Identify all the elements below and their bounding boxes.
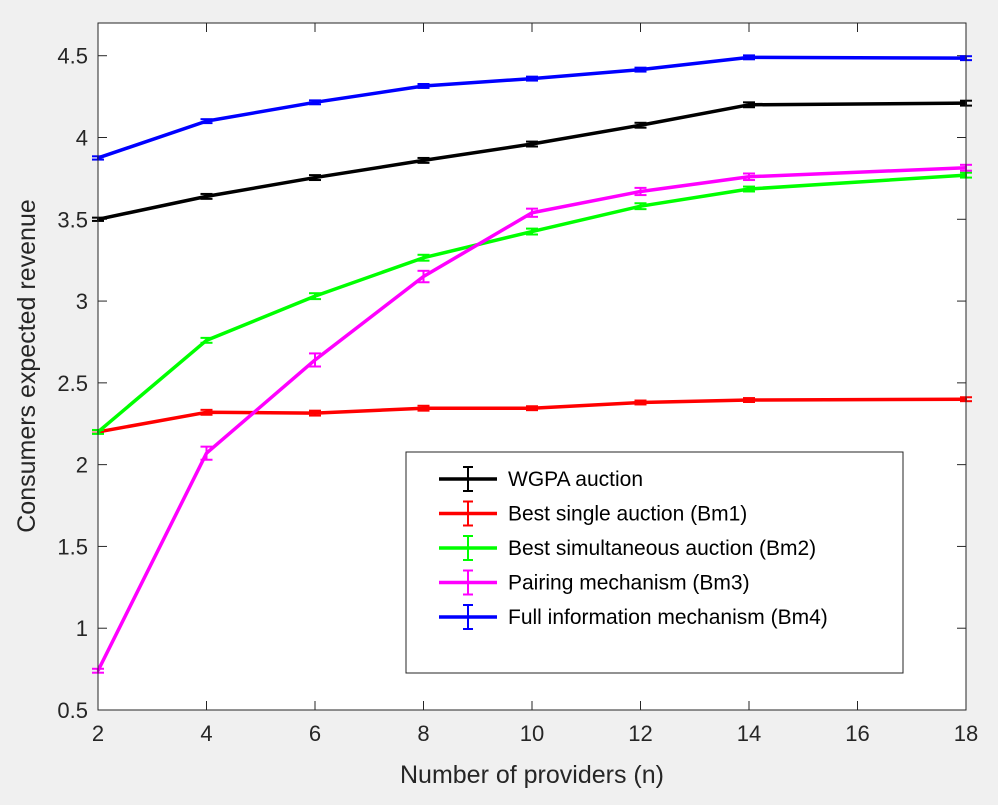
legend-item: Pairing mechanism (Bm3) (439, 569, 750, 596)
error-bar (526, 140, 538, 148)
series-line (96, 166, 967, 672)
error-bar (200, 336, 213, 344)
error-bar (417, 253, 430, 262)
legend-label: Pairing mechanism (Bm3) (508, 572, 750, 595)
error-bar (417, 404, 430, 412)
error-bar (743, 54, 755, 61)
error-bar (743, 397, 755, 403)
x-tick-label: 16 (845, 721, 869, 746)
x-tick-label: 2 (92, 721, 104, 746)
error-bar (743, 172, 755, 182)
error-bar (743, 185, 755, 193)
x-axis-label: Number of providers (n) (400, 761, 664, 789)
x-tick-label: 10 (520, 721, 544, 746)
error-bar (309, 174, 321, 182)
error-bar (309, 352, 321, 368)
y-tick-label: 2.5 (57, 371, 88, 396)
x-tick-label: 14 (737, 721, 761, 746)
legend-item: Best simultaneous auction (Bm2) (439, 535, 816, 561)
error-bar (634, 399, 647, 406)
error-bar (634, 186, 647, 197)
error-bar (417, 83, 430, 89)
x-tick-label: 4 (200, 721, 212, 746)
y-tick-label: 3.5 (57, 207, 88, 232)
x-tick-label: 12 (628, 721, 652, 746)
legend-item: WGPA auction (439, 466, 643, 492)
error-bar (200, 445, 213, 461)
error-bar (200, 408, 213, 416)
x-tick-label: 8 (417, 721, 429, 746)
series-line (97, 101, 967, 222)
y-tick-label: 3 (76, 289, 88, 314)
error-bar (417, 269, 430, 284)
legend-item: Best single auction (Bm1) (439, 500, 747, 527)
error-bar (634, 202, 647, 211)
x-tick-label: 18 (954, 721, 978, 746)
y-tick-label: 0.5 (57, 698, 88, 723)
error-bar (309, 292, 321, 301)
y-tick-label: 1 (76, 616, 88, 641)
y-tick-label: 1.5 (57, 534, 88, 559)
y-tick-label: 2 (76, 453, 88, 478)
legend-item: Full information mechanism (Bm4) (439, 604, 828, 630)
legend-label: Best single auction (Bm1) (508, 503, 747, 526)
error-bar (200, 118, 213, 125)
error-bar (200, 192, 213, 200)
plot-border (97, 22, 967, 711)
error-bar (526, 207, 538, 218)
legend-box (405, 451, 904, 674)
error-bar (417, 156, 430, 164)
series-line (97, 397, 967, 434)
legend-label: Best simultaneous auction (Bm2) (508, 537, 816, 560)
error-bar (526, 75, 538, 82)
error-bar (634, 121, 647, 129)
legend-label: Full information mechanism (Bm4) (508, 606, 828, 629)
error-bar (309, 99, 321, 106)
y-tick-label: 4.5 (57, 44, 88, 69)
error-bar (309, 409, 321, 417)
x-tick-label: 6 (309, 721, 321, 746)
error-bar (526, 227, 538, 236)
error-bar (743, 101, 755, 109)
error-bar (634, 66, 647, 73)
y-tick-label: 4 (76, 126, 88, 151)
series-line (97, 55, 967, 160)
legend: WGPA auction Best single auction (Bm1) Bes… (405, 451, 904, 674)
legend-label: WGPA auction (508, 468, 643, 491)
y-axis-label: Consumers expected revenue (13, 199, 41, 533)
error-bar (526, 405, 538, 412)
